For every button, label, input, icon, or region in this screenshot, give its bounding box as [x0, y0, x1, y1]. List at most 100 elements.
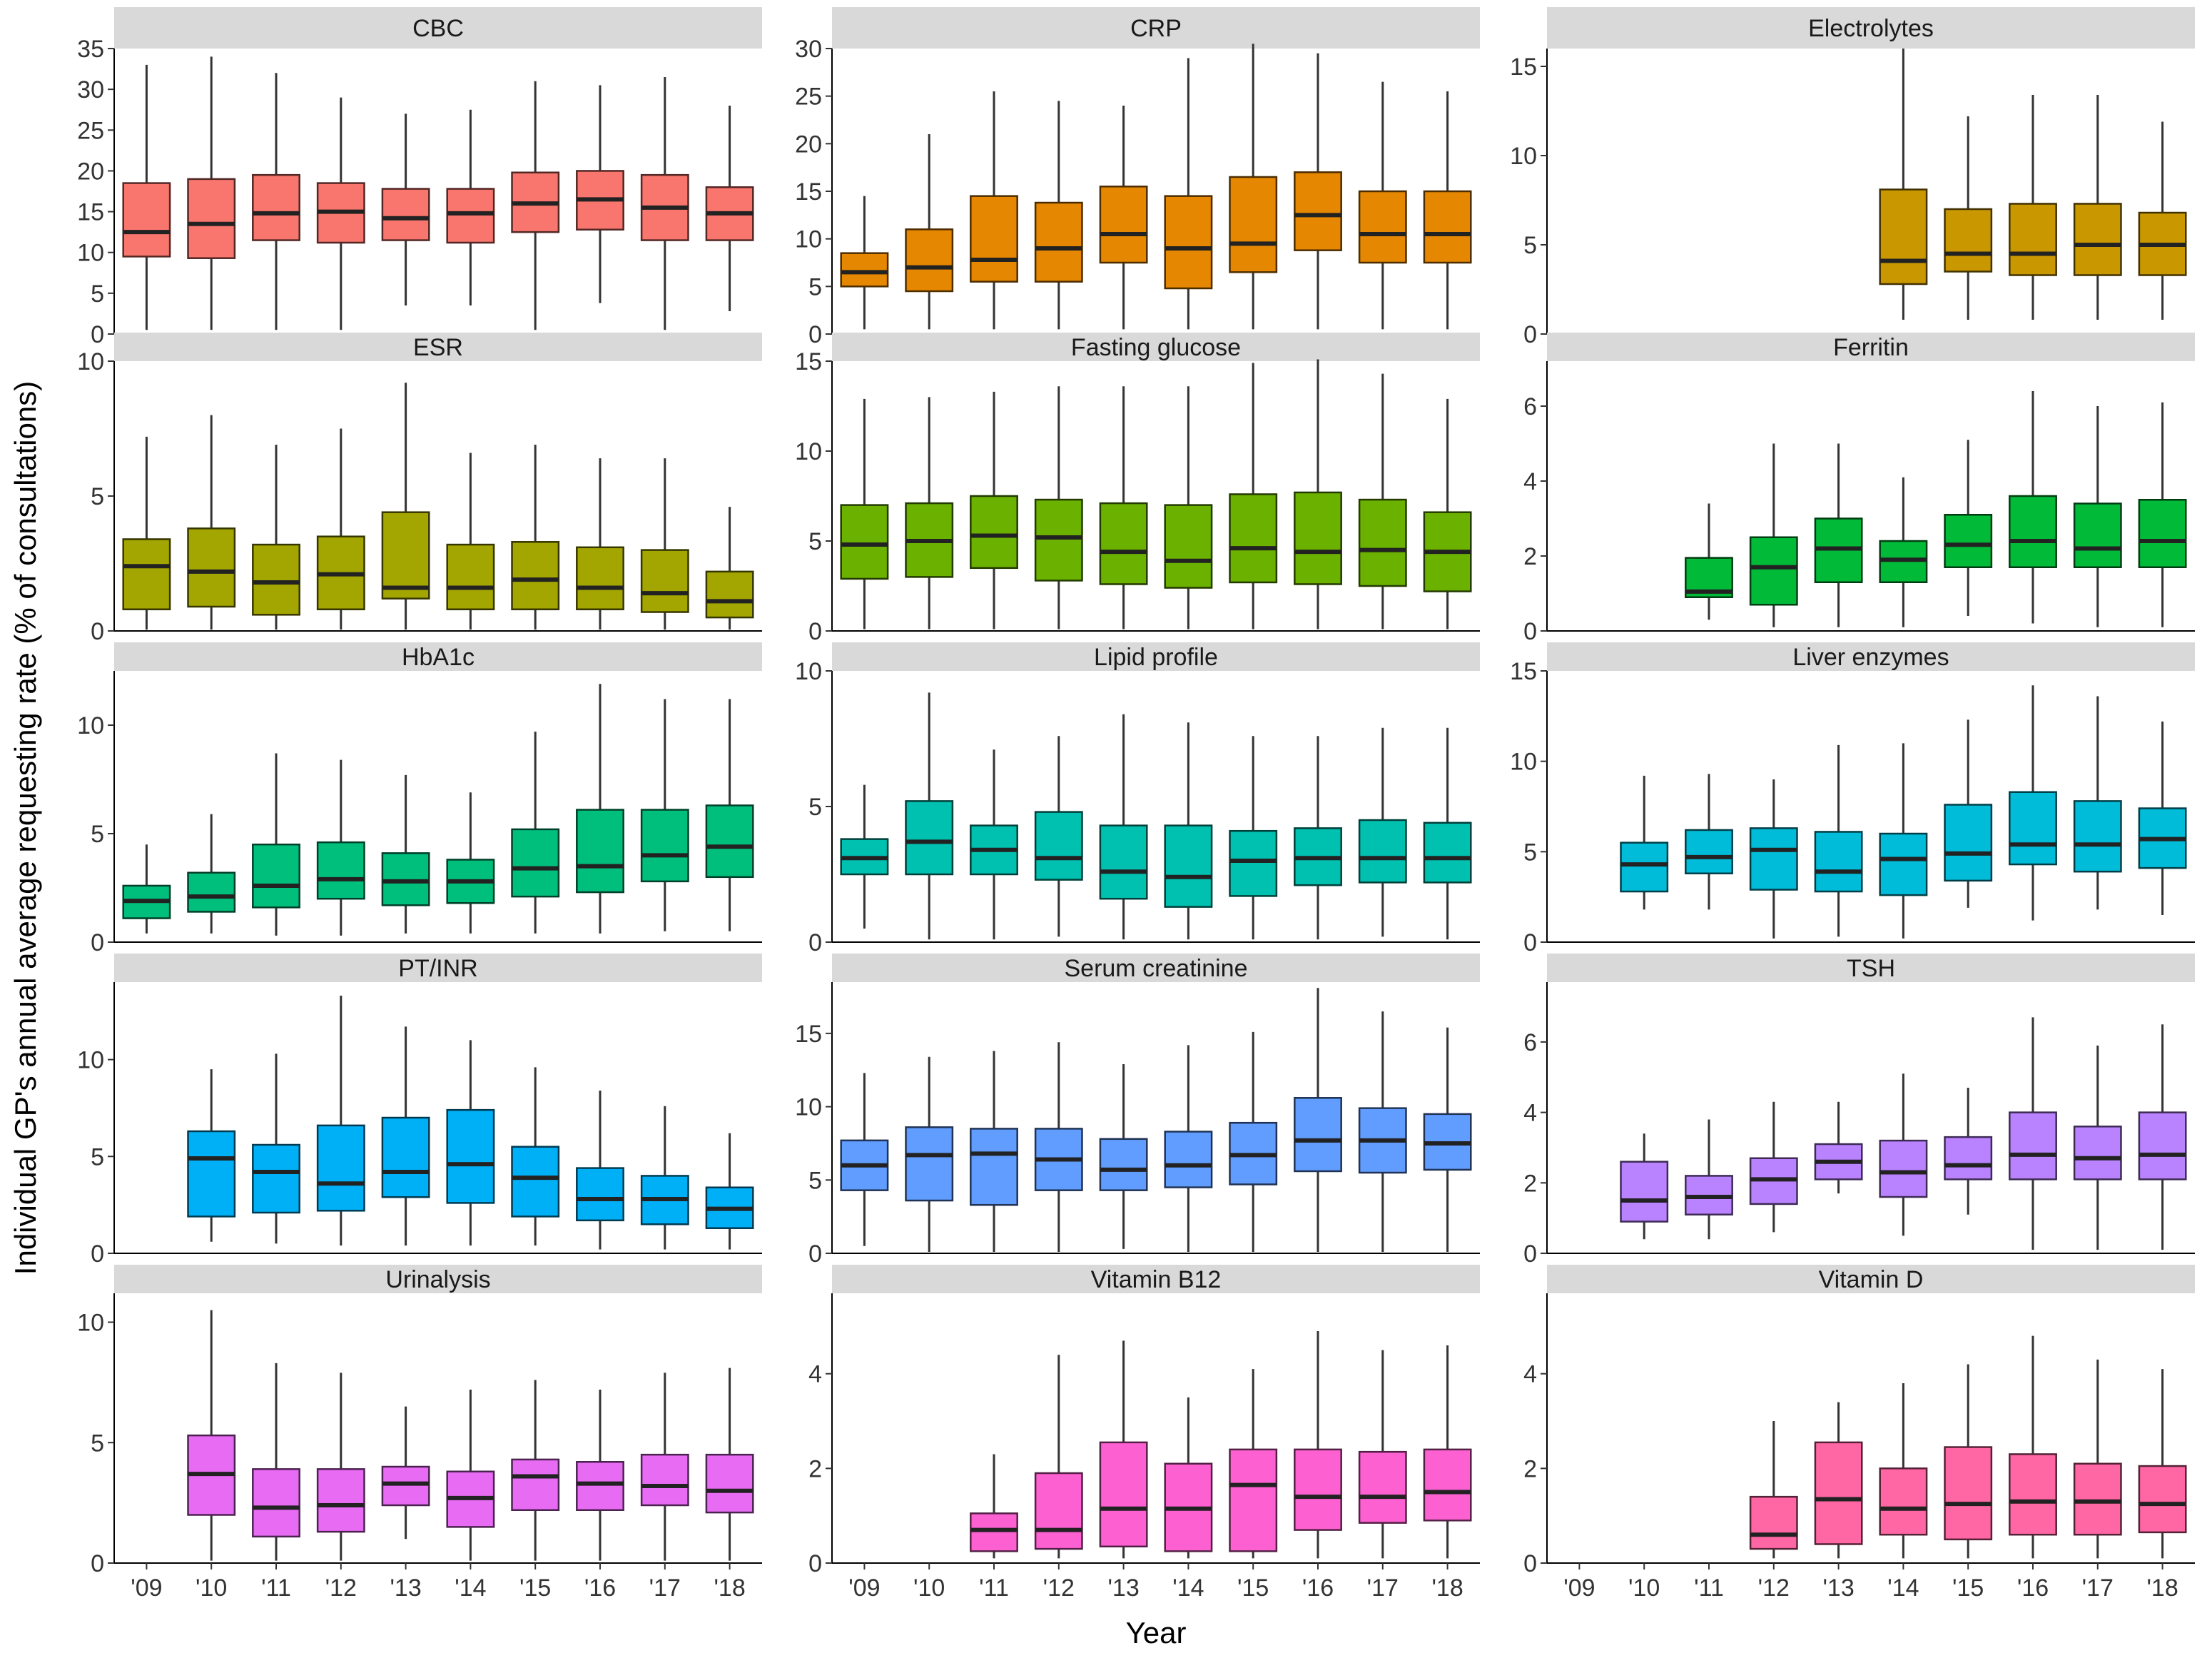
y-tick-label: 15 [795, 178, 822, 206]
box-ferritin-13 [1814, 443, 1863, 627]
x-tick-label: '15 [519, 1574, 551, 1602]
box-crp-09 [840, 196, 889, 330]
box-iqr [1099, 1441, 1148, 1548]
panel-strip [1547, 642, 2195, 671]
box-iqr [970, 495, 1018, 570]
y-tick-label: 10 [77, 240, 104, 267]
box-iqr [1944, 514, 1993, 568]
box-iqr [640, 809, 689, 883]
box-iqr [1944, 1136, 1993, 1181]
box-iqr [252, 173, 300, 241]
box-iqr [2009, 1111, 2057, 1181]
box-iqr [1423, 822, 1472, 884]
y-tick-label: 0 [1523, 321, 1537, 348]
y-tick-label: 15 [77, 199, 104, 226]
box-esr-17 [640, 458, 689, 630]
panel-title: TSH [1847, 955, 1895, 982]
box-vitamin-b12-18 [1423, 1345, 1472, 1559]
box-esr-12 [316, 428, 365, 630]
box-crp-14 [1164, 58, 1213, 330]
box-liver-enzymes-16 [2009, 685, 2057, 921]
box-iqr [1164, 504, 1213, 589]
y-tick-label: 10 [77, 1047, 104, 1074]
box-tsh-17 [2073, 1045, 2122, 1250]
box-fasting-glucose-12 [1034, 386, 1083, 630]
box-iqr [1944, 1446, 1993, 1541]
y-tick-label: 0 [91, 929, 104, 956]
box-crp-12 [1034, 101, 1083, 330]
box-iqr [1034, 1472, 1083, 1550]
box-crp-11 [970, 91, 1018, 330]
y-tick-label: 10 [795, 438, 822, 465]
x-tick-label: '16 [584, 1574, 616, 1602]
box-iqr [1294, 1448, 1342, 1531]
y-tick-label: 2 [1523, 1455, 1537, 1482]
box-hba1c-15 [511, 732, 560, 934]
box-cbc-18 [705, 106, 754, 311]
box-iqr [187, 527, 236, 608]
x-tick-label: '13 [390, 1574, 421, 1602]
box-hba1c-18 [705, 699, 754, 931]
panel-strip [1547, 333, 2195, 361]
y-tick-label: 30 [77, 76, 104, 103]
y-tick-label: 10 [795, 226, 822, 253]
box-iqr [1034, 811, 1083, 881]
box-vitamin-b12-14 [1164, 1397, 1213, 1559]
x-tick-label: '13 [1822, 1574, 1854, 1602]
box-iqr [1034, 498, 1083, 582]
box-pt-inr-13 [381, 1026, 430, 1246]
box-pt-inr-10 [187, 1069, 236, 1242]
box-liver-enzymes-10 [1620, 775, 1669, 910]
box-pt-inr-12 [316, 996, 365, 1246]
box-lipid-profile-10 [905, 692, 954, 940]
box-iqr [2073, 203, 2122, 276]
box-iqr [1034, 201, 1083, 283]
panel-strip [114, 7, 762, 49]
y-tick-label: 5 [91, 1143, 104, 1171]
box-iqr [1164, 824, 1213, 908]
y-tick-label: 4 [1523, 468, 1537, 495]
panel-ferritin: Ferritin 0 2 4 6 [1523, 333, 2195, 645]
box-iqr [1294, 491, 1342, 585]
box-iqr [1879, 832, 1928, 896]
box-crp-18 [1423, 91, 1472, 330]
box-esr-11 [252, 445, 300, 630]
panel-strip [114, 333, 762, 361]
box-lipid-profile-13 [1099, 714, 1148, 940]
box-iqr [705, 1453, 754, 1514]
box-fasting-glucose-15 [1229, 363, 1278, 630]
panel-strip [114, 1265, 762, 1293]
box-urinalysis-18 [705, 1368, 754, 1561]
panel-title: Electrolytes [1808, 15, 1934, 42]
x-tick-label: '11 [979, 1574, 1009, 1602]
box-iqr [970, 1128, 1018, 1206]
y-tick-label: 5 [91, 821, 104, 848]
x-tick-label: '09 [131, 1574, 162, 1602]
panel-title: Lipid profile [1094, 644, 1218, 671]
box-esr-14 [446, 453, 495, 630]
box-serum-creatinine-14 [1164, 1045, 1213, 1252]
x-tick-label: '18 [2146, 1574, 2178, 1602]
box-fasting-glucose-09 [840, 398, 889, 630]
box-iqr [316, 841, 365, 900]
x-tick-label: '13 [1107, 1574, 1139, 1602]
box-cbc-14 [446, 109, 495, 305]
box-iqr [1620, 841, 1669, 893]
box-iqr [1814, 831, 1863, 893]
box-iqr [1229, 493, 1278, 584]
panel-electrolytes: Electrolytes 0 5 10 15 [1510, 7, 2195, 348]
box-hba1c-13 [381, 774, 430, 934]
y-tick-label: 0 [91, 618, 104, 645]
box-iqr [2073, 800, 2122, 873]
y-tick-label: 4 [808, 1361, 822, 1388]
box-iqr [446, 543, 495, 611]
box-liver-enzymes-15 [1944, 719, 1993, 908]
box-iqr [576, 809, 624, 894]
box-iqr [905, 228, 954, 293]
box-iqr [1358, 819, 1407, 884]
panel-lipid-profile: Lipid profile 0 5 10 [795, 642, 1480, 956]
box-iqr [1814, 1441, 1863, 1545]
box-iqr [1099, 1138, 1148, 1191]
box-cbc-12 [316, 97, 365, 330]
panel-title: CBC [412, 15, 464, 42]
